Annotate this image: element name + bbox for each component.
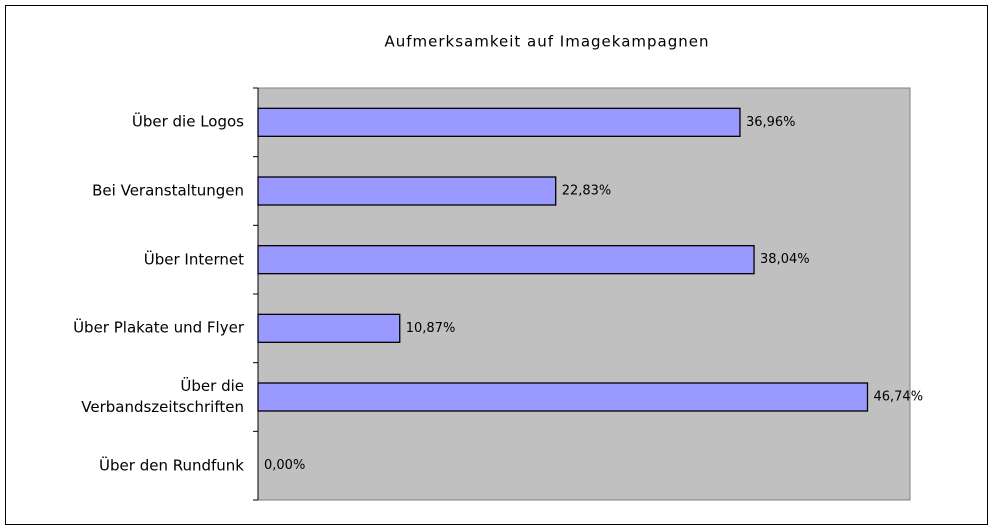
data-label: 36,96% [746, 115, 796, 130]
plot-area [257, 87, 911, 501]
bar [257, 382, 869, 412]
bar [257, 107, 741, 137]
y-tick-label: Über den Rundfunk [99, 456, 244, 475]
y-tick-label: Über die Verbandszeitschriften [81, 377, 244, 416]
y-tick-label: Über Plakate und Flyer [73, 318, 244, 337]
bar [257, 245, 755, 275]
y-tick-label: Über Internet [143, 250, 244, 269]
data-label: 10,87% [406, 321, 456, 336]
bar [257, 313, 401, 343]
data-label: 0,00% [264, 458, 305, 473]
bar [257, 176, 557, 206]
chart-title: Aufmerksamkeit auf Imagekampagnen [385, 33, 710, 51]
y-tick-label: Bei Veranstaltungen [92, 181, 244, 200]
data-label: 46,74% [873, 390, 923, 405]
data-label: 22,83% [562, 184, 612, 199]
data-label: 38,04% [760, 252, 810, 267]
y-tick-label: Über die Logos [131, 112, 244, 131]
